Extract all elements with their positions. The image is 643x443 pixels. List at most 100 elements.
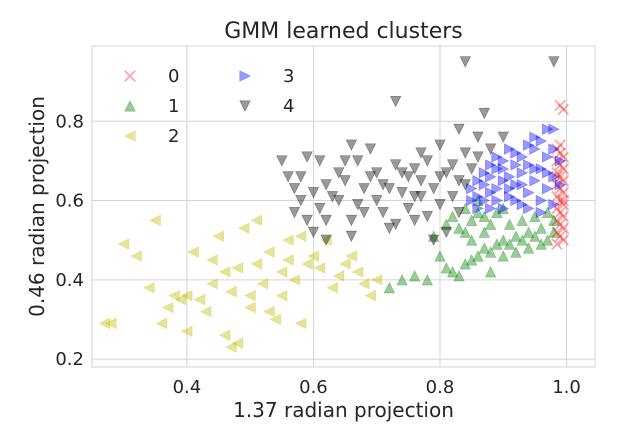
chart-title: GMM learned clusters [224,19,463,44]
cluster-3-point [510,159,522,171]
cluster-0-point [551,155,563,167]
cluster-2-point [225,286,237,298]
cluster-2-point [288,274,300,286]
cluster-0-point [557,210,570,223]
cluster-3-point [510,179,522,191]
cluster-2-point [187,246,199,258]
cluster-1-point [453,269,465,282]
cluster-2-point [282,254,294,266]
cluster-3-point [478,167,491,179]
cluster-2-point [275,289,288,302]
cluster-3-point [535,135,548,147]
cluster-2-point [339,258,351,270]
cluster-3-point [542,151,554,163]
cluster-4-point [402,171,415,183]
cluster-2-point [231,337,244,349]
cluster-4-point [459,179,471,191]
cluster-0-point [554,218,567,231]
cluster-3-point [466,194,478,207]
cluster-4-point [345,214,358,227]
cluster-1-point [446,210,459,222]
cluster-4-point [434,139,446,151]
cluster-4-point [408,214,421,227]
plot-area [91,45,596,368]
cluster-1-point [491,206,503,218]
cluster-4-point [396,167,408,179]
cluster-4-point [295,195,307,207]
x-tick-label: 0.8 [426,377,455,398]
cluster-2-point [326,282,338,294]
cluster-4-point [364,171,377,183]
cluster-3-point [529,163,541,175]
cluster-1-point [472,250,484,262]
cluster-0-point [557,186,570,199]
cluster-3-point [535,194,548,207]
cluster-3-point [529,175,541,187]
cluster-3-point [548,171,560,183]
cluster-4-point [427,183,440,195]
cluster-3-point [523,202,535,215]
cluster-4-point [408,191,421,203]
cluster-3-point [478,194,491,207]
cluster-2-point [117,238,130,250]
cluster-1-point [503,218,516,230]
legend-marker-0 [124,70,136,82]
cluster-4-point [453,206,465,219]
cluster-0-point [554,139,567,151]
cluster-2-point [301,258,313,270]
cluster-0-point [554,182,567,195]
cluster-0-point [551,143,563,155]
cluster-0-point [551,202,563,215]
y-tick-label: 0.2 [55,349,84,370]
cluster-1-point [465,234,478,246]
cluster-4-point [459,147,471,159]
data-points [98,56,570,353]
cluster-2-point [162,301,174,314]
cluster-1-point [484,218,497,230]
cluster-2-point [98,317,111,330]
cluster-3-point [535,163,548,175]
cluster-0-point [554,230,567,243]
cluster-2-point [282,234,294,246]
cluster-1-point [516,214,528,226]
cluster-4-point [427,234,440,247]
cluster-1-point [497,234,509,246]
cluster-1-point [446,266,459,278]
cluster-3-point [529,143,541,155]
cluster-1-point [548,226,560,238]
cluster-3-point [497,163,510,175]
cluster-4-point [301,151,313,163]
cluster-3-point [485,202,497,215]
cluster-0-point [554,170,567,183]
cluster-4-point [276,155,288,167]
y-axis-label: 0.46 radian projection [25,96,49,317]
cluster-2-point [307,250,319,262]
cluster-1-point [459,258,471,270]
cluster-4-point [358,183,370,195]
cluster-4-point [320,214,332,227]
cluster-3-point [548,198,560,211]
cluster-3-point [491,194,503,207]
cluster-3-point [516,151,529,163]
cluster-4-point [288,183,301,195]
cluster-4-point [383,222,396,235]
cluster-3-point [491,151,503,163]
cluster-1-point [383,281,396,294]
cluster-3-point [542,182,554,195]
cluster-3-point [516,167,529,179]
cluster-3-point [516,198,529,211]
cluster-4-point [345,230,358,243]
cluster-2-point [275,266,288,278]
y-axis-ticks: 0.2 0.4 0.6 0.8 [55,111,84,370]
cluster-0-point [557,222,570,235]
cluster-2-point [294,230,307,242]
x-tick-label: 1.0 [552,377,581,398]
y-tick-label: 0.4 [55,270,84,291]
cluster-0-point [557,234,570,247]
cluster-2-point [256,278,269,290]
cluster-4-point [288,206,301,219]
cluster-1-point [459,226,471,238]
cluster-2-point [206,278,218,290]
cluster-3-point [485,159,497,171]
